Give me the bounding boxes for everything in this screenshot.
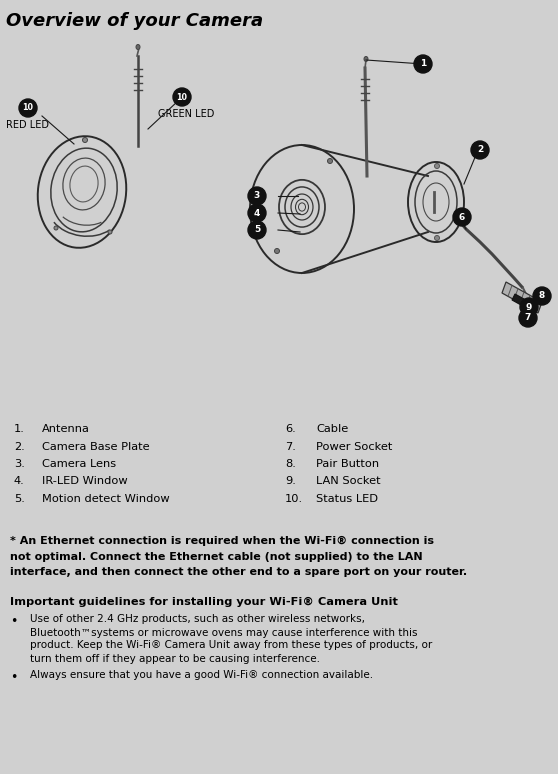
Text: 3: 3 bbox=[254, 191, 260, 200]
Text: 4: 4 bbox=[254, 208, 260, 217]
Text: 6.: 6. bbox=[285, 424, 296, 434]
Ellipse shape bbox=[54, 226, 58, 230]
Text: LAN Socket: LAN Socket bbox=[316, 477, 381, 487]
Text: 8.: 8. bbox=[285, 459, 296, 469]
Text: Always ensure that you have a good Wi-Fi® connection available.: Always ensure that you have a good Wi-Fi… bbox=[30, 670, 373, 680]
Text: 10: 10 bbox=[176, 93, 187, 101]
Text: RED LED: RED LED bbox=[6, 120, 49, 130]
Text: 9: 9 bbox=[526, 303, 532, 311]
Text: Antenna: Antenna bbox=[42, 424, 90, 434]
Text: 7.: 7. bbox=[285, 441, 296, 451]
Text: Camera Base Plate: Camera Base Plate bbox=[42, 441, 150, 451]
Text: 10: 10 bbox=[22, 104, 33, 112]
Text: 6: 6 bbox=[459, 213, 465, 221]
Circle shape bbox=[248, 221, 266, 239]
Polygon shape bbox=[502, 282, 542, 313]
Text: •: • bbox=[10, 670, 17, 683]
Circle shape bbox=[173, 88, 191, 106]
Ellipse shape bbox=[275, 248, 280, 254]
Circle shape bbox=[19, 99, 37, 117]
Circle shape bbox=[248, 204, 266, 222]
Circle shape bbox=[471, 141, 489, 159]
Ellipse shape bbox=[83, 138, 88, 142]
Text: Cable: Cable bbox=[316, 424, 348, 434]
Text: 9.: 9. bbox=[285, 477, 296, 487]
Text: Use of other 2.4 GHz products, such as other wireless networks,: Use of other 2.4 GHz products, such as o… bbox=[30, 615, 365, 625]
Text: Power Socket: Power Socket bbox=[316, 441, 392, 451]
Text: Camera Lens: Camera Lens bbox=[42, 459, 116, 469]
Ellipse shape bbox=[364, 57, 368, 61]
Text: GREEN LED: GREEN LED bbox=[158, 109, 214, 119]
Text: 5.: 5. bbox=[14, 494, 25, 504]
Text: Motion detect Window: Motion detect Window bbox=[42, 494, 170, 504]
Text: 8: 8 bbox=[539, 292, 545, 300]
Text: Pair Button: Pair Button bbox=[316, 459, 379, 469]
Text: Status LED: Status LED bbox=[316, 494, 378, 504]
Ellipse shape bbox=[435, 235, 440, 241]
Text: Important guidelines for installing your Wi-Fi® Camera Unit: Important guidelines for installing your… bbox=[10, 597, 398, 607]
Text: turn them off if they appear to be causing interference.: turn them off if they appear to be causi… bbox=[30, 653, 320, 663]
Circle shape bbox=[453, 208, 471, 226]
Polygon shape bbox=[512, 294, 533, 310]
Ellipse shape bbox=[435, 163, 440, 169]
Ellipse shape bbox=[136, 44, 140, 50]
Text: 1.: 1. bbox=[14, 424, 25, 434]
Text: 1: 1 bbox=[420, 60, 426, 69]
Circle shape bbox=[414, 55, 432, 73]
Circle shape bbox=[519, 309, 537, 327]
Text: 4.: 4. bbox=[14, 477, 25, 487]
Ellipse shape bbox=[328, 159, 333, 163]
Text: IR-LED Window: IR-LED Window bbox=[42, 477, 128, 487]
Text: 7: 7 bbox=[525, 313, 531, 323]
Text: 5: 5 bbox=[254, 225, 260, 235]
Text: Overview of your Camera: Overview of your Camera bbox=[6, 12, 263, 30]
Text: 2: 2 bbox=[477, 146, 483, 155]
Text: product. Keep the Wi-Fi® Camera Unit away from these types of products, or: product. Keep the Wi-Fi® Camera Unit awa… bbox=[30, 641, 432, 650]
Circle shape bbox=[533, 287, 551, 305]
Text: * An Ethernet connection is required when the Wi-Fi® connection is: * An Ethernet connection is required whe… bbox=[10, 536, 434, 546]
Text: •: • bbox=[10, 615, 17, 628]
Text: 3.: 3. bbox=[14, 459, 25, 469]
Text: Bluetooth™systems or microwave ovens may cause interference with this: Bluetooth™systems or microwave ovens may… bbox=[30, 628, 417, 638]
Text: interface, and then connect the other end to a spare port on your router.: interface, and then connect the other en… bbox=[10, 567, 467, 577]
Circle shape bbox=[248, 187, 266, 205]
Text: not optimal. Connect the Ethernet cable (not supplied) to the LAN: not optimal. Connect the Ethernet cable … bbox=[10, 552, 422, 561]
Circle shape bbox=[520, 298, 538, 316]
Text: 2.: 2. bbox=[14, 441, 25, 451]
Text: 10.: 10. bbox=[285, 494, 303, 504]
Ellipse shape bbox=[108, 230, 112, 234]
